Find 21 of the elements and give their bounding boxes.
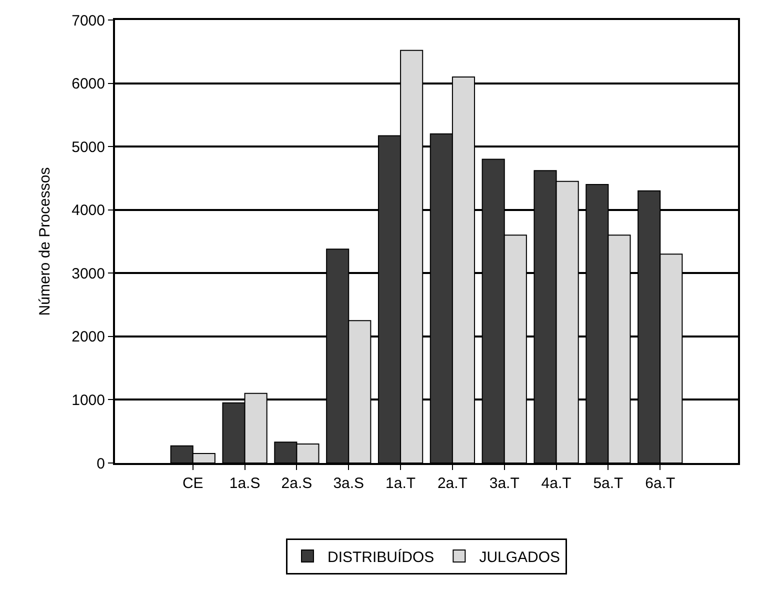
y-tick-label: 6000 <box>72 76 105 93</box>
x-tick-label: 2a.S <box>281 475 312 492</box>
x-tick-label: 6a.T <box>645 475 676 492</box>
legend-label: JULGADOS <box>479 548 560 566</box>
x-tick-label: CE <box>182 475 204 492</box>
y-tick-label: 5000 <box>72 138 105 156</box>
y-tick-label: 1000 <box>72 392 105 409</box>
y-axis-title: Número de Processos <box>36 167 54 316</box>
y-tick-label: 3000 <box>72 265 105 282</box>
x-tick-label: 1a.S <box>229 475 260 492</box>
y-tick-label: 4000 <box>72 202 105 220</box>
x-tick-label: 2a.T <box>437 475 468 492</box>
x-tick-label: 4a.T <box>541 475 572 492</box>
x-tick-label: 3a.S <box>333 475 364 492</box>
y-tick-label: 7000 <box>72 12 105 30</box>
x-tick-label: 3a.T <box>489 475 520 492</box>
x-tick-label: 5a.T <box>593 475 624 492</box>
legend-label: DISTRIBUÍDOS <box>328 548 434 566</box>
y-tick-label: 2000 <box>72 328 105 346</box>
y-tick-label: 0 <box>96 455 105 472</box>
x-tick-label: 1a.T <box>386 475 416 492</box>
